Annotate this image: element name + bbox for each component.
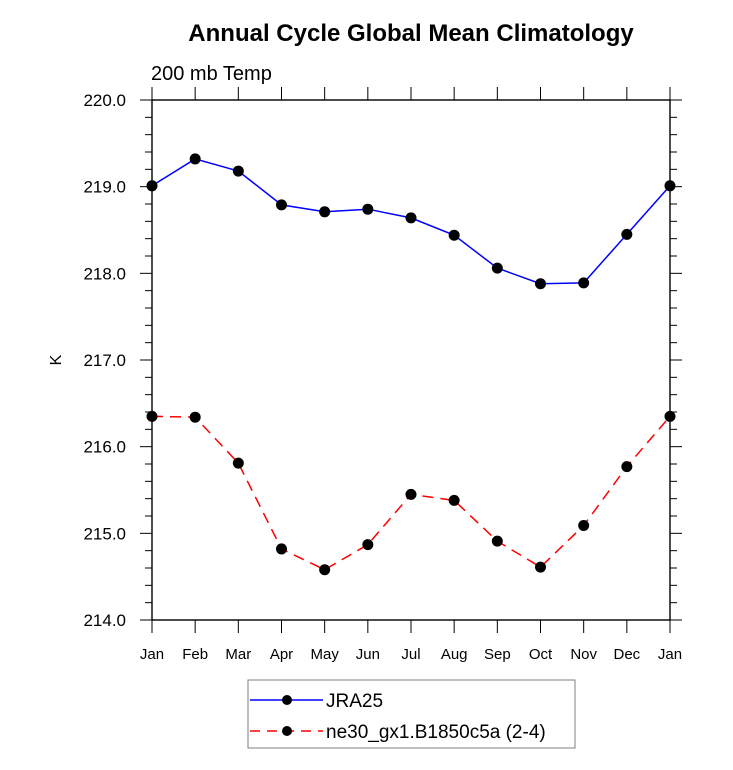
x-tick-label: Oct bbox=[529, 646, 553, 663]
data-point bbox=[491, 535, 503, 547]
plot-frame bbox=[151, 99, 671, 621]
data-point bbox=[362, 539, 374, 551]
data-point bbox=[232, 457, 244, 469]
legend-entry: ne30_gx1.B1850c5a (2-4) bbox=[250, 722, 546, 743]
series-1 bbox=[146, 410, 676, 576]
x-tick-label: Jun bbox=[356, 646, 380, 663]
x-tick-label: Mar bbox=[225, 646, 251, 663]
y-tick-labels: 214.0 215.0 216.0 217.0 218.0 219.0 220.0 bbox=[83, 91, 126, 630]
data-point bbox=[664, 410, 676, 422]
x-tick-label: Sep bbox=[484, 646, 511, 663]
y-tick-label: 217.0 bbox=[83, 351, 126, 370]
axes bbox=[140, 87, 682, 633]
data-point bbox=[621, 461, 633, 473]
data-point bbox=[319, 206, 331, 218]
series bbox=[146, 153, 676, 576]
x-tick-label: Feb bbox=[182, 646, 208, 663]
x-tick-label: Aug bbox=[441, 646, 468, 663]
data-point bbox=[535, 561, 546, 573]
data-point bbox=[276, 543, 287, 555]
x-tick-label: Nov bbox=[570, 646, 597, 663]
x-tick-label: Jan bbox=[140, 646, 164, 663]
legend-box bbox=[247, 679, 576, 749]
data-point bbox=[491, 262, 503, 274]
chart-subtitle: 200 mb Temp bbox=[151, 63, 272, 85]
data-point bbox=[189, 153, 201, 165]
data-point bbox=[578, 277, 590, 289]
data-point bbox=[535, 278, 546, 290]
x-tick-label: Jan bbox=[658, 646, 682, 663]
x-tick-label: May bbox=[310, 646, 339, 663]
data-point bbox=[448, 229, 460, 241]
x-tick-label: Dec bbox=[613, 646, 640, 663]
y-tick-label: 220.0 bbox=[83, 91, 126, 110]
legend: JRA25 ne30_gx1.B1850c5a (2-4) bbox=[247, 679, 576, 749]
data-point bbox=[276, 199, 287, 211]
data-point bbox=[146, 410, 158, 422]
data-point bbox=[232, 165, 244, 177]
data-point bbox=[146, 180, 158, 192]
legend-label: JRA25 bbox=[326, 691, 383, 712]
legend-marker bbox=[282, 726, 292, 736]
data-point bbox=[189, 411, 201, 423]
x-tick-label: Jul bbox=[401, 646, 420, 663]
y-tick-label: 218.0 bbox=[83, 264, 126, 283]
legend-marker bbox=[282, 695, 292, 705]
y-tick-label: 219.0 bbox=[83, 178, 126, 197]
data-point bbox=[362, 203, 374, 215]
chart-title: Annual Cycle Global Mean Climatology bbox=[188, 20, 634, 47]
y-tick-label: 214.0 bbox=[83, 611, 126, 630]
x-tick-label: Apr bbox=[270, 646, 293, 663]
data-point bbox=[664, 180, 676, 192]
y-tick-label: 215.0 bbox=[83, 524, 126, 543]
data-point bbox=[405, 488, 417, 500]
data-point bbox=[405, 212, 417, 224]
data-point bbox=[448, 494, 460, 506]
data-point bbox=[319, 564, 331, 576]
data-point bbox=[621, 228, 633, 240]
legend-label: ne30_gx1.B1850c5a (2-4) bbox=[326, 722, 546, 743]
data-point bbox=[578, 520, 590, 532]
x-tick-labels: Jan Feb Mar Apr May Jun Jul Aug Sep Oct Nov Dec Jan bbox=[140, 646, 682, 663]
y-axis-label: K bbox=[48, 354, 65, 365]
legend-entry: JRA25 bbox=[250, 691, 383, 712]
y-tick-label: 216.0 bbox=[83, 438, 126, 457]
series-0 bbox=[146, 153, 676, 290]
